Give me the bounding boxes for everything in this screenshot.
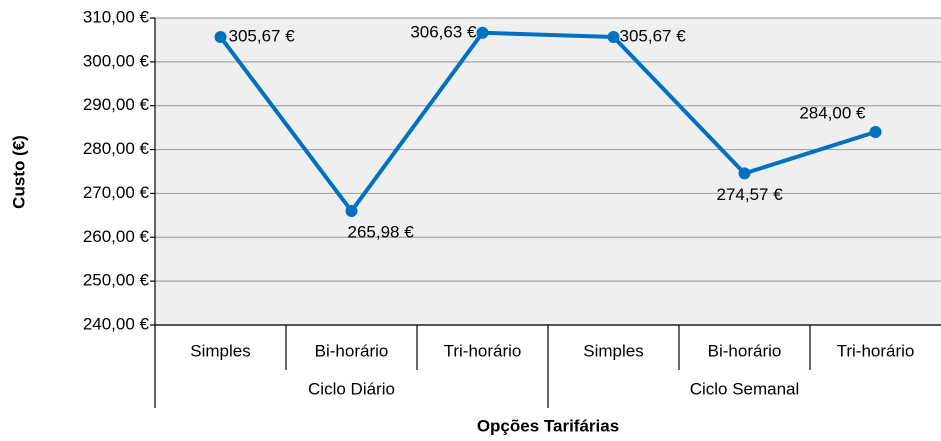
data-label: 265,98 € — [348, 223, 415, 242]
group-label: Ciclo Semanal — [690, 379, 800, 398]
y-tick-label: 300,00 € — [83, 51, 150, 70]
marker — [869, 126, 882, 139]
marker — [476, 26, 489, 39]
y-tick-label: 270,00 € — [83, 183, 150, 202]
marker — [738, 167, 751, 180]
x-tick-label: Bi-horário — [315, 341, 389, 360]
data-label: 274,57 € — [717, 185, 784, 204]
data-label: 305,67 € — [229, 26, 296, 45]
y-tick-label: 260,00 € — [83, 227, 150, 246]
marker — [214, 30, 227, 43]
y-tick-label: 310,00 € — [83, 7, 150, 26]
group-label: Ciclo Diário — [308, 379, 395, 398]
marker — [607, 30, 620, 43]
x-tick-label: Tri-horário — [444, 341, 522, 360]
x-tick-label: Tri-horário — [837, 341, 915, 360]
x-tick-label: Simples — [190, 341, 250, 360]
x-tick-label: Bi-horário — [708, 341, 782, 360]
x-tick-label: Simples — [583, 341, 643, 360]
y-tick-label: 290,00 € — [83, 95, 150, 114]
marker — [345, 205, 358, 218]
data-label: 284,00 € — [799, 104, 866, 123]
y-tick-label: 240,00 € — [83, 314, 150, 333]
y-tick-label: 280,00 € — [83, 139, 150, 158]
data-label: 306,63 € — [410, 22, 477, 41]
y-axis-title: Custo (€) — [9, 135, 28, 209]
plot-area — [155, 18, 941, 325]
x-axis-title: Opções Tarifárias — [477, 416, 619, 435]
line — [218, 30, 877, 214]
y-tick-label: 250,00 € — [83, 271, 150, 290]
data-label: 305,67 € — [620, 26, 687, 45]
